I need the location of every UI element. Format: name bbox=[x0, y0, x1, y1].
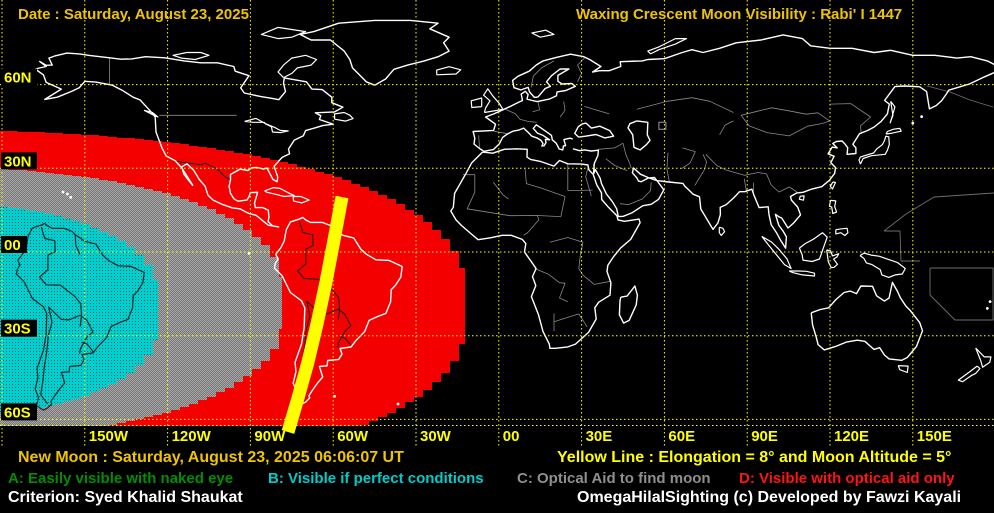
lon-label-150E: 150E bbox=[917, 428, 952, 445]
ghost-borders-east bbox=[883, 85, 994, 321]
date-label: Date : Saturday, August 23, 2025 bbox=[18, 6, 249, 23]
new-moon-label: New Moon : Saturday, August 23, 2025 06:… bbox=[18, 449, 404, 466]
lon-label-90E: 90E bbox=[751, 428, 778, 445]
small-island bbox=[333, 394, 336, 398]
ghost-borders-west bbox=[15, 222, 145, 411]
coastlines bbox=[34, 19, 994, 406]
legend-item-a: A: Easily visible with naked eye bbox=[8, 470, 234, 487]
lon-label-00: 00 bbox=[503, 428, 520, 445]
small-island bbox=[911, 121, 915, 125]
visibility-zones bbox=[0, 131, 465, 426]
small-island bbox=[988, 300, 992, 304]
elongation-altitude-line bbox=[281, 195, 349, 434]
small-island bbox=[396, 402, 400, 406]
legend-item-d: D: Visible with optical aid only bbox=[739, 470, 955, 487]
lon-label-60W: 60W bbox=[337, 428, 369, 445]
page-title: Waxing Crescent Moon Visibility : Rabi' … bbox=[576, 6, 903, 23]
legend-item-c: C: Optical Aid to find moon bbox=[517, 470, 711, 487]
small-island bbox=[985, 306, 989, 310]
lon-label-150W: 150W bbox=[89, 428, 129, 445]
lat-label-30S: 30S bbox=[4, 321, 31, 338]
legend-item-b: B: Visible if perfect conditions bbox=[268, 470, 484, 487]
small-island bbox=[69, 195, 73, 199]
criterion-label: Criterion: Syed Khalid Shaukat bbox=[8, 489, 243, 506]
lon-label-120E: 120E bbox=[834, 428, 869, 445]
yellow-line-info: Yellow Line : Elongation = 8° and Moon A… bbox=[557, 449, 952, 466]
lat-label-30N: 30N bbox=[4, 153, 32, 170]
graticule bbox=[0, 0, 994, 447]
lat-label-60N: 60N bbox=[4, 70, 32, 87]
lon-label-120W: 120W bbox=[172, 428, 212, 445]
credit-label: OmegaHilalSighting (c) Developed by Fawz… bbox=[577, 489, 962, 506]
lon-label-90W: 90W bbox=[254, 428, 286, 445]
axis-labels: 60N 30N 00 30S 60S 150W 120W 90W 60W 30W 00 30E 60E 9… bbox=[1, 68, 952, 445]
small-island bbox=[920, 115, 924, 119]
lon-label-30W: 30W bbox=[420, 428, 452, 445]
small-island bbox=[66, 192, 69, 196]
lat-label-00: 00 bbox=[4, 237, 21, 254]
aral-sea bbox=[658, 121, 667, 130]
lon-label-60E: 60E bbox=[668, 428, 695, 445]
small-island bbox=[247, 251, 251, 255]
small-island bbox=[61, 190, 65, 194]
lat-label-60S: 60S bbox=[4, 404, 31, 421]
lon-label-30E: 30E bbox=[586, 428, 613, 445]
